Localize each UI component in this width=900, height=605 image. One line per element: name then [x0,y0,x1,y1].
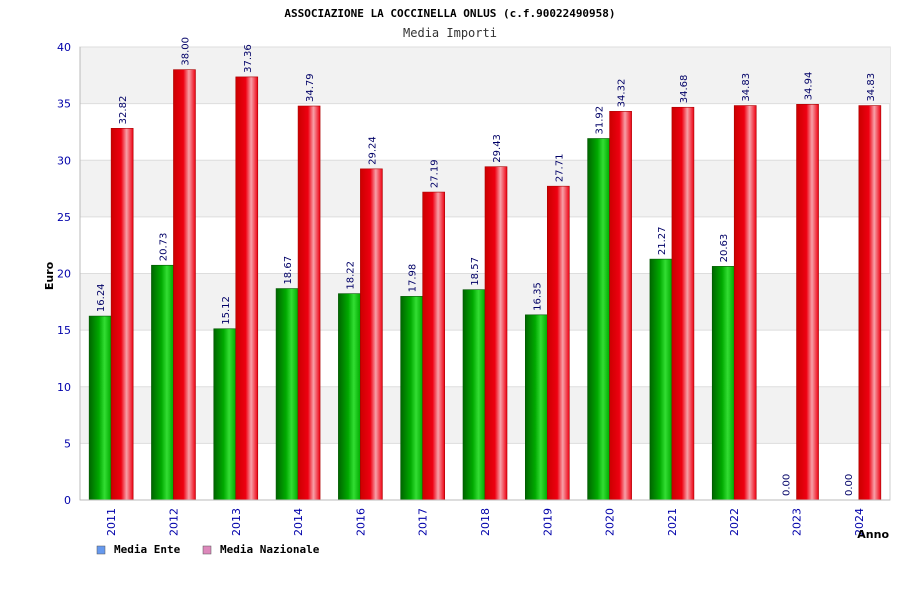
value-label: 27.19 [430,159,441,188]
bar-media-nazionale [297,105,321,501]
value-label: 16.35 [532,282,543,311]
x-tick-label: 2017 [417,508,430,536]
bar-media-ente [88,315,112,501]
bar-media-ente [151,264,174,501]
value-label: 18.67 [283,256,294,285]
bar-media-nazionale [671,106,695,501]
value-label: 0.00 [844,474,855,496]
bar-media-nazionale [173,69,196,501]
y-tick-label: 35 [57,98,71,111]
x-tick-label: 2018 [479,508,492,536]
x-tick-label: 2021 [666,508,679,536]
bar-media-ente [213,328,237,501]
bar-media-ente [711,266,735,501]
x-tick-label: 2013 [230,508,243,536]
value-label: 18.22 [345,261,356,290]
bar-media-nazionale [609,111,632,501]
value-label: 34.79 [305,73,316,102]
bar-media-ente [400,296,423,501]
value-label: 34.83 [741,73,752,102]
grid-band [80,47,890,104]
value-label: 16.24 [96,283,107,312]
bar-media-ente [338,293,361,501]
x-tick-label: 2012 [167,508,180,536]
bar-media-ente [587,138,610,501]
bar-media-nazionale [796,104,819,501]
bar-media-nazionale [484,166,508,501]
legend-label: Media Ente [114,543,181,556]
x-tick-label: 2023 [791,508,804,536]
x-tick-label: 2014 [292,508,305,536]
y-axis: 0 5 10 15 20 25 30 35 40 [57,41,81,507]
x-tick-label: 2011 [105,508,118,536]
value-label: 29.43 [492,134,503,163]
y-tick-label: 10 [57,381,71,394]
bar-media-ente [462,289,486,501]
bar-media-ente [275,288,299,501]
x-tick-label: 2016 [354,508,367,536]
value-label: 18.57 [470,257,481,286]
x-tick-label: 2022 [728,508,741,536]
y-tick-label: 25 [57,211,71,224]
value-label: 27.71 [554,154,565,183]
bar-media-nazionale [110,128,134,501]
value-label: 37.36 [243,44,254,73]
value-label: 15.12 [221,296,232,325]
chart-title: ASSOCIAZIONE LA COCCINELLA ONLUS (c.f.90… [284,7,615,20]
legend: Media Ente Media Nazionale [96,543,320,556]
legend-label: Media Nazionale [220,543,320,556]
bar-media-ente [525,314,548,501]
value-label: 34.32 [617,79,628,108]
y-tick-label: 40 [57,41,71,54]
y-tick-label: 20 [57,268,71,281]
bar-media-nazionale [547,185,570,501]
x-tick-label: 2020 [604,508,617,536]
value-label: 34.83 [866,73,877,102]
bars-group: 16.24 32.82 20.73 38.00 15.12 37.36 18.67 34.79… [88,37,882,501]
legend-swatch [202,545,212,555]
x-tick-label: 2024 [853,508,866,536]
value-label: 32.82 [118,96,129,125]
chart-subtitle: Media Importi [403,26,497,40]
bar-media-ente [649,258,673,501]
y-tick-label: 15 [57,324,71,337]
x-axis: 2011 2012 2013 2014 2016 2017 2018 2019 2020 2021… [80,499,890,536]
y-tick-label: 0 [64,494,71,507]
bar-media-nazionale [733,105,757,501]
value-label: 29.24 [367,136,378,165]
bar-media-nazionale [858,105,882,501]
y-tick-label: 5 [64,437,71,450]
x-tick-label: 2019 [541,508,554,536]
value-label: 20.73 [158,233,169,262]
y-axis-label: Euro [43,261,56,290]
value-label: 34.68 [679,75,690,104]
bar-media-nazionale [360,168,383,501]
x-axis-label: Anno [857,528,889,541]
value-label: 17.98 [408,264,419,293]
value-label: 21.27 [657,226,668,255]
value-label: 34.94 [804,72,815,101]
value-label: 20.63 [719,234,730,263]
value-label: 38.00 [180,37,191,66]
value-label: 31.92 [595,106,606,135]
bar-media-nazionale [422,191,445,501]
value-label: 0.00 [782,474,793,496]
legend-swatch [96,545,106,555]
bar-media-nazionale [235,76,259,501]
y-tick-label: 30 [57,154,71,167]
